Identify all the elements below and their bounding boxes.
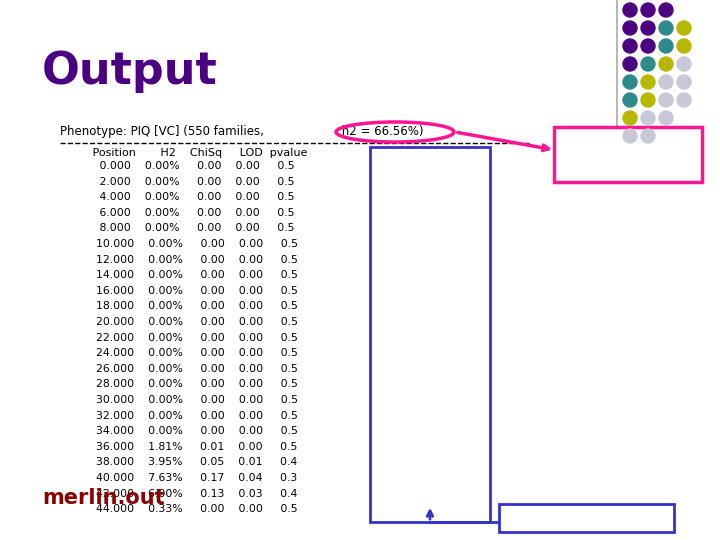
Text: h2 = 66.56%): h2 = 66.56%) [338,125,423,138]
Circle shape [623,111,637,125]
Circle shape [623,21,637,35]
Text: evidence for linkage?: evidence for linkage? [515,511,658,524]
Circle shape [641,111,655,125]
Text: 40.000    7.63%     0.17    0.04     0.3: 40.000 7.63% 0.17 0.04 0.3 [75,473,297,483]
Text: 22.000    0.00%     0.00    0.00     0.5: 22.000 0.00% 0.00 0.00 0.5 [75,333,298,342]
Text: 12.000    0.00%     0.00    0.00     0.5: 12.000 0.00% 0.00 0.00 0.5 [75,254,298,265]
Circle shape [623,3,637,17]
Circle shape [641,75,655,89]
Text: 14.000    0.00%     0.00    0.00     0.5: 14.000 0.00% 0.00 0.00 0.5 [75,270,298,280]
Circle shape [623,93,637,107]
Circle shape [677,75,691,89]
Bar [370,147,490,522]
Circle shape [623,57,637,71]
Circle shape [659,75,673,89]
Text: 18.000    0.00%     0.00    0.00     0.5: 18.000 0.00% 0.00 0.00 0.5 [75,301,298,312]
Text: 36.000    1.81%     0.01    0.00     0.5: 36.000 1.81% 0.01 0.00 0.5 [75,442,297,452]
Circle shape [623,39,637,53]
Circle shape [641,39,655,53]
Text: 34.000    0.00%     0.00    0.00     0.5: 34.000 0.00% 0.00 0.00 0.5 [75,426,298,436]
Circle shape [641,3,655,17]
Text: 42.000    6.00%     0.13    0.03     0.4: 42.000 6.00% 0.13 0.03 0.4 [75,489,297,498]
Text: Phenotype: PIQ [VC] (550 families,: Phenotype: PIQ [VC] (550 families, [60,125,264,138]
Text: 26.000    0.00%     0.00    0.00     0.5: 26.000 0.00% 0.00 0.00 0.5 [75,364,298,374]
Text: 32.000    0.00%     0.00    0.00     0.5: 32.000 0.00% 0.00 0.00 0.5 [75,410,298,421]
Text: 0.000    0.00%     0.00    0.00     0.5: 0.000 0.00% 0.00 0.00 0.5 [75,161,294,171]
Text: 24.000    0.00%     0.00    0.00     0.5: 24.000 0.00% 0.00 0.00 0.5 [75,348,298,358]
Text: 6.000    0.00%     0.00    0.00     0.5: 6.000 0.00% 0.00 0.00 0.5 [75,208,294,218]
Text: 30.000    0.00%     0.00    0.00     0.5: 30.000 0.00% 0.00 0.00 0.5 [75,395,298,405]
Circle shape [659,21,673,35]
Text: 16.000    0.00%     0.00    0.00     0.5: 16.000 0.00% 0.00 0.00 0.5 [75,286,298,296]
Circle shape [677,39,691,53]
Circle shape [677,57,691,71]
Text: Position       H2    ChiSq     LOD  pvalue: Position H2 ChiSq LOD pvalue [75,148,307,158]
Bar [499,504,674,532]
Circle shape [659,3,673,17]
Text: 38.000    3.95%     0.05    0.01     0.4: 38.000 3.95% 0.05 0.01 0.4 [75,457,297,468]
Text: Output: Output [42,50,217,93]
Circle shape [641,93,655,107]
Circle shape [641,21,655,35]
Bar [554,127,702,182]
Circle shape [677,93,691,107]
Circle shape [659,111,673,125]
Circle shape [623,75,637,89]
Text: 10.000    0.00%     0.00    0.00     0.5: 10.000 0.00% 0.00 0.00 0.5 [75,239,298,249]
Circle shape [659,93,673,107]
Circle shape [659,57,673,71]
Text: 20.000    0.00%     0.00    0.00     0.5: 20.000 0.00% 0.00 0.00 0.5 [75,317,298,327]
Text: 4.000    0.00%     0.00    0.00     0.5: 4.000 0.00% 0.00 0.00 0.5 [75,192,294,202]
Text: 8.000    0.00%     0.00    0.00     0.5: 8.000 0.00% 0.00 0.00 0.5 [75,224,294,233]
Circle shape [641,129,655,143]
Text: sample
heritability: sample heritability [587,137,670,172]
Text: merlin.out: merlin.out [42,488,165,508]
Text: 28.000    0.00%     0.00    0.00     0.5: 28.000 0.00% 0.00 0.00 0.5 [75,380,298,389]
Circle shape [623,129,637,143]
Circle shape [677,21,691,35]
Circle shape [641,57,655,71]
Circle shape [659,39,673,53]
Text: 2.000    0.00%     0.00    0.00     0.5: 2.000 0.00% 0.00 0.00 0.5 [75,177,294,187]
Text: 44.000    0.33%     0.00    0.00     0.5: 44.000 0.33% 0.00 0.00 0.5 [75,504,297,514]
